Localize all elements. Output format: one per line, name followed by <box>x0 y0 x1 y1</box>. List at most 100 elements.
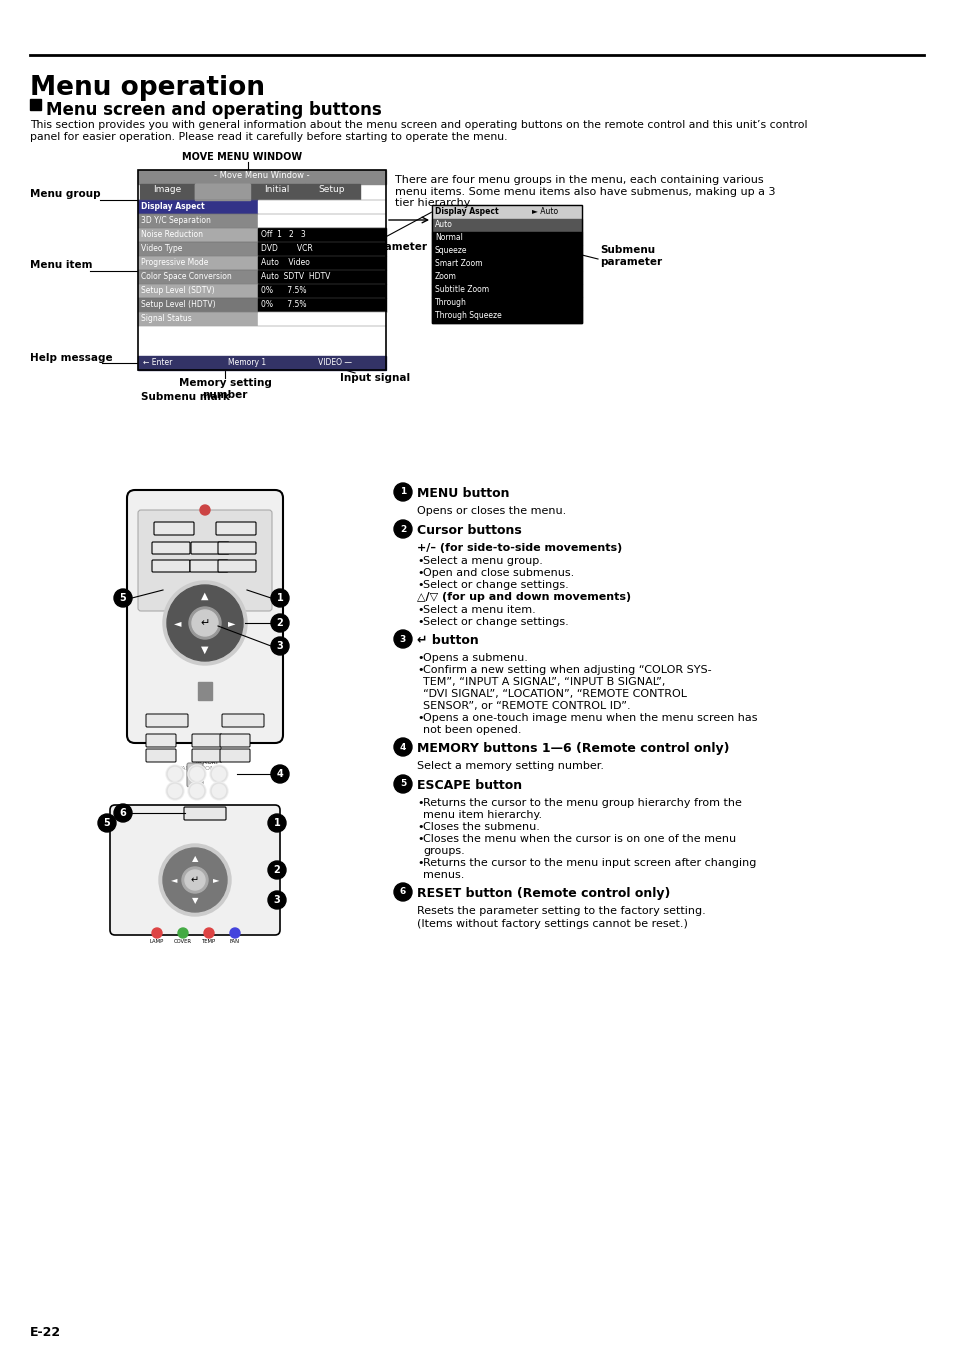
Text: IRIS: IRIS <box>166 562 176 567</box>
Text: MENU button: MENU button <box>416 486 509 500</box>
Text: MENU: MENU <box>225 584 241 589</box>
Text: Progressive Mode: Progressive Mode <box>141 258 208 267</box>
Bar <box>432 205 581 219</box>
Circle shape <box>204 928 213 938</box>
Bar <box>432 297 581 309</box>
Text: ► Auto: ► Auto <box>532 207 558 216</box>
Text: FAN: FAN <box>230 939 240 944</box>
Text: STILL: STILL <box>160 715 174 720</box>
Text: INPUT: INPUT <box>198 728 214 734</box>
Circle shape <box>210 765 228 784</box>
Circle shape <box>185 870 205 890</box>
Circle shape <box>152 928 162 938</box>
Text: Noise Reduction: Noise Reduction <box>141 230 203 239</box>
Text: MOVE MENU WINDOW: MOVE MENU WINDOW <box>182 153 302 162</box>
Text: ◄: ◄ <box>171 875 177 885</box>
Text: menus.: menus. <box>422 870 464 880</box>
Text: Initial: Initial <box>264 185 290 195</box>
Text: Through Squeeze: Through Squeeze <box>435 311 501 320</box>
Text: Signal  ♦: Signal ♦ <box>201 185 243 195</box>
Text: ►: ► <box>213 875 219 885</box>
Text: VIDEO —: VIDEO — <box>317 358 352 367</box>
Text: INPUT: INPUT <box>233 666 249 671</box>
Bar <box>138 312 257 326</box>
Circle shape <box>394 520 412 538</box>
FancyBboxPatch shape <box>218 561 255 571</box>
Text: ASPECT: ASPECT <box>145 666 166 671</box>
Text: 4: 4 <box>172 785 177 794</box>
Bar <box>194 184 250 200</box>
FancyBboxPatch shape <box>146 713 188 727</box>
Text: 3: 3 <box>216 767 221 777</box>
Circle shape <box>188 782 206 800</box>
Text: Signal Status: Signal Status <box>141 313 192 323</box>
Text: Memory 1: Memory 1 <box>228 358 266 367</box>
FancyBboxPatch shape <box>218 542 255 554</box>
Text: Display Aspect: Display Aspect <box>435 207 498 216</box>
Text: 4: 4 <box>399 743 406 751</box>
Bar <box>257 200 386 213</box>
Bar <box>198 682 212 700</box>
Text: MEMORY buttons 1—6 (Remote control only): MEMORY buttons 1—6 (Remote control only) <box>416 742 729 755</box>
Circle shape <box>178 928 188 938</box>
FancyBboxPatch shape <box>127 490 283 743</box>
Text: 3D Y/C Separation: 3D Y/C Separation <box>141 216 211 226</box>
Text: •: • <box>416 653 423 663</box>
FancyBboxPatch shape <box>184 807 226 820</box>
Text: Opens a submenu.: Opens a submenu. <box>422 653 527 663</box>
Text: SENSOR”, or “REMOTE CONTROL ID”.: SENSOR”, or “REMOTE CONTROL ID”. <box>422 701 630 711</box>
Circle shape <box>271 638 289 655</box>
FancyBboxPatch shape <box>192 748 222 762</box>
Circle shape <box>210 782 228 800</box>
Text: ► Auto: ► Auto <box>261 203 287 211</box>
Text: D4: D4 <box>231 750 238 755</box>
Text: •: • <box>416 617 423 627</box>
Text: AUTO: AUTO <box>165 526 183 530</box>
Text: FOCUS: FOCUS <box>228 544 246 549</box>
Text: Display Aspect: Display Aspect <box>141 203 204 211</box>
Text: ▲: ▲ <box>201 590 209 601</box>
Text: •: • <box>416 798 423 808</box>
Text: Setup Level (HDTV): Setup Level (HDTV) <box>141 300 215 309</box>
Bar <box>432 232 581 245</box>
Circle shape <box>166 765 184 784</box>
Circle shape <box>200 505 210 515</box>
Text: △/▽ (for up and down movements): △/▽ (for up and down movements) <box>416 592 631 603</box>
Text: Closes the submenu.: Closes the submenu. <box>422 821 539 832</box>
Text: •: • <box>416 821 423 832</box>
Text: ↵: ↵ <box>191 875 199 885</box>
Circle shape <box>394 630 412 648</box>
FancyBboxPatch shape <box>192 734 222 747</box>
Text: •: • <box>416 605 423 615</box>
Text: Normal: Normal <box>435 232 462 242</box>
Text: MENU: MENU <box>226 815 244 820</box>
FancyBboxPatch shape <box>220 734 250 747</box>
Text: “DVI SIGNAL”, “LOCATION”, “REMOTE CONTROL: “DVI SIGNAL”, “LOCATION”, “REMOTE CONTRO… <box>422 689 686 698</box>
Text: Color Space Conversion: Color Space Conversion <box>141 272 232 281</box>
Text: ↵ button: ↵ button <box>416 634 478 647</box>
Text: 1: 1 <box>172 767 177 777</box>
Circle shape <box>271 613 289 632</box>
Text: Submenu
parameter: Submenu parameter <box>599 245 661 266</box>
Text: A: A <box>205 735 209 740</box>
Text: SETTING: SETTING <box>197 562 220 567</box>
Text: 5: 5 <box>119 593 126 603</box>
Text: LIGHT: LIGHT <box>189 680 205 685</box>
Bar <box>257 213 386 228</box>
Bar <box>257 284 386 299</box>
Text: (Items without factory settings cannot be reset.): (Items without factory settings cannot b… <box>416 919 687 929</box>
Text: 4: 4 <box>276 769 283 780</box>
Circle shape <box>159 844 231 916</box>
Bar <box>138 170 386 184</box>
Bar <box>250 184 305 200</box>
Text: SETTING: SETTING <box>234 875 262 880</box>
Bar <box>138 255 257 270</box>
Circle shape <box>166 782 184 800</box>
Text: Closes the menu when the cursor is on one of the menu: Closes the menu when the cursor is on on… <box>422 834 736 844</box>
Text: COVER: COVER <box>173 939 192 944</box>
Text: Input signal: Input signal <box>339 373 410 382</box>
Circle shape <box>188 765 206 784</box>
Bar <box>140 184 194 200</box>
Text: Auto: Auto <box>435 220 453 230</box>
Text: •: • <box>416 858 423 867</box>
